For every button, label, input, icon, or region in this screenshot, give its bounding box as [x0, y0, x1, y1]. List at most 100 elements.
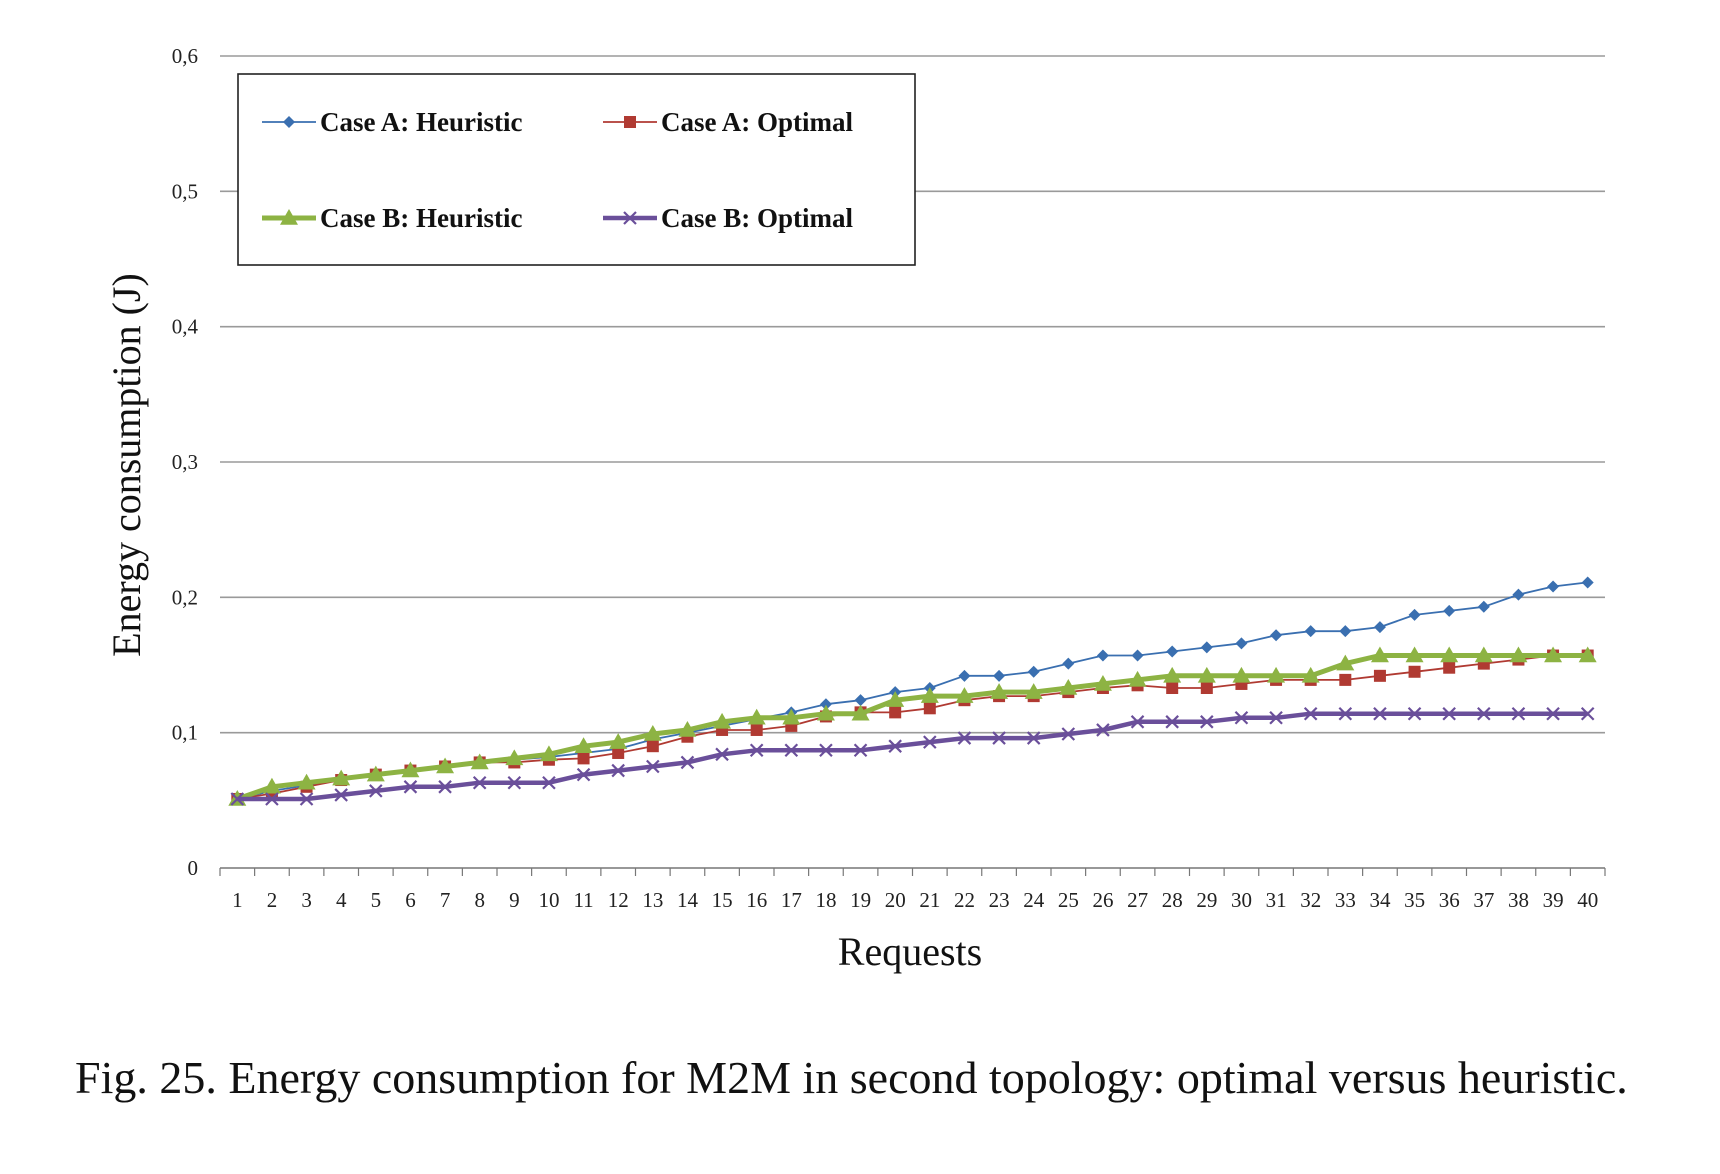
legend-label: Case B: Heuristic [320, 203, 522, 233]
x-tick-label: 38 [1508, 888, 1529, 912]
data-point [1373, 669, 1386, 682]
y-tick-label: 0,6 [172, 44, 198, 68]
data-point [1338, 706, 1353, 721]
data-point [1128, 670, 1147, 687]
data-point [1200, 641, 1213, 654]
x-tick-label: 12 [608, 888, 629, 912]
data-point [401, 761, 420, 778]
data-point [297, 773, 316, 790]
data-point [1339, 673, 1352, 686]
data-point [436, 757, 455, 774]
data-point [1373, 706, 1387, 721]
y-tick-label: 0,4 [172, 315, 199, 339]
data-point [955, 687, 974, 703]
x-tick-label: 37 [1473, 888, 1494, 912]
data-point [1270, 629, 1283, 642]
data-point [1027, 665, 1040, 678]
data-point [1474, 646, 1493, 663]
data-point [1130, 715, 1145, 729]
x-tick-label: 5 [371, 888, 382, 912]
y-tick-label: 0,2 [172, 585, 198, 609]
data-point [1093, 674, 1112, 691]
data-point [886, 691, 905, 707]
data-point [992, 731, 1006, 745]
data-point [1512, 588, 1525, 601]
data-point [750, 723, 763, 736]
data-point [854, 694, 867, 707]
data-point [611, 763, 625, 778]
data-point [1408, 665, 1421, 678]
data-point [747, 708, 766, 725]
x-tick-label: 6 [405, 888, 416, 912]
data-point [1234, 711, 1249, 725]
data-point [889, 706, 902, 719]
data-point [680, 755, 695, 770]
x-tick-label: 35 [1404, 888, 1425, 912]
data-point [923, 735, 937, 749]
data-point [1232, 666, 1251, 683]
x-tick-label: 21 [919, 888, 940, 912]
legend-item: Case A: Optimal [603, 107, 853, 137]
data-point [612, 746, 625, 759]
data-point [1440, 646, 1459, 663]
legend-label: Case B: Optimal [661, 203, 853, 233]
data-point [507, 775, 522, 790]
x-tick-label: 33 [1335, 888, 1356, 912]
data-point [472, 775, 487, 790]
data-point [1269, 711, 1283, 725]
y-tick-label: 0,1 [172, 721, 198, 745]
data-point [1408, 608, 1421, 621]
x-tick-label: 11 [573, 888, 593, 912]
x-tick-label: 3 [301, 888, 312, 912]
data-point [1303, 706, 1318, 721]
data-point [1061, 727, 1076, 741]
data-point [609, 733, 628, 749]
data-point [230, 792, 245, 806]
data-point [1131, 649, 1144, 662]
x-tick-label: 32 [1300, 888, 1321, 912]
data-point [1477, 706, 1491, 721]
data-point [1477, 600, 1490, 613]
data-point [1443, 661, 1456, 674]
data-point [1336, 654, 1355, 671]
x-tick-label: 31 [1266, 888, 1287, 912]
data-point [1509, 646, 1528, 663]
figure-caption: Fig. 25. Energy consumption for M2M in s… [75, 1052, 1628, 1103]
data-point [1166, 682, 1179, 695]
data-point [1443, 604, 1456, 617]
series-case-b-optimal [230, 706, 1595, 806]
data-point [576, 767, 591, 782]
data-point [1304, 625, 1317, 638]
data-point [715, 747, 729, 762]
x-tick-label: 17 [781, 888, 802, 912]
series-case-b-heuristic [228, 646, 1597, 806]
data-point [366, 765, 385, 782]
data-point [993, 669, 1006, 682]
data-point [1163, 666, 1182, 683]
x-tick-label: 19 [850, 888, 871, 912]
data-point [958, 669, 971, 682]
data-point [505, 749, 524, 766]
data-point [851, 704, 870, 721]
y-tick-label: 0 [188, 856, 199, 880]
x-tick-label: 23 [989, 888, 1010, 912]
data-point [1024, 683, 1043, 699]
x-axis-label: Requests [838, 929, 982, 974]
series-line [236, 653, 1588, 802]
x-tick-label: 2 [267, 888, 278, 912]
x-tick-label: 7 [440, 888, 451, 912]
x-axis: 1 2 3 4 5 6 7 8 9 10 11 12 13 14 15 16 17 18 19 20 21 22 23 24 2… [219, 867, 1606, 912]
data-point [1165, 715, 1179, 729]
data-point [1059, 679, 1078, 695]
plot-area [228, 576, 1597, 806]
data-point [920, 687, 939, 703]
data-point [1442, 706, 1456, 721]
data-point [1166, 645, 1179, 658]
data-point [784, 743, 799, 758]
data-point [1511, 706, 1526, 721]
x-tick-label: 36 [1439, 888, 1460, 912]
x-tick-label: 4 [336, 888, 347, 912]
data-point [957, 731, 972, 745]
data-point [280, 209, 298, 225]
x-tick-label: 14 [677, 888, 699, 912]
